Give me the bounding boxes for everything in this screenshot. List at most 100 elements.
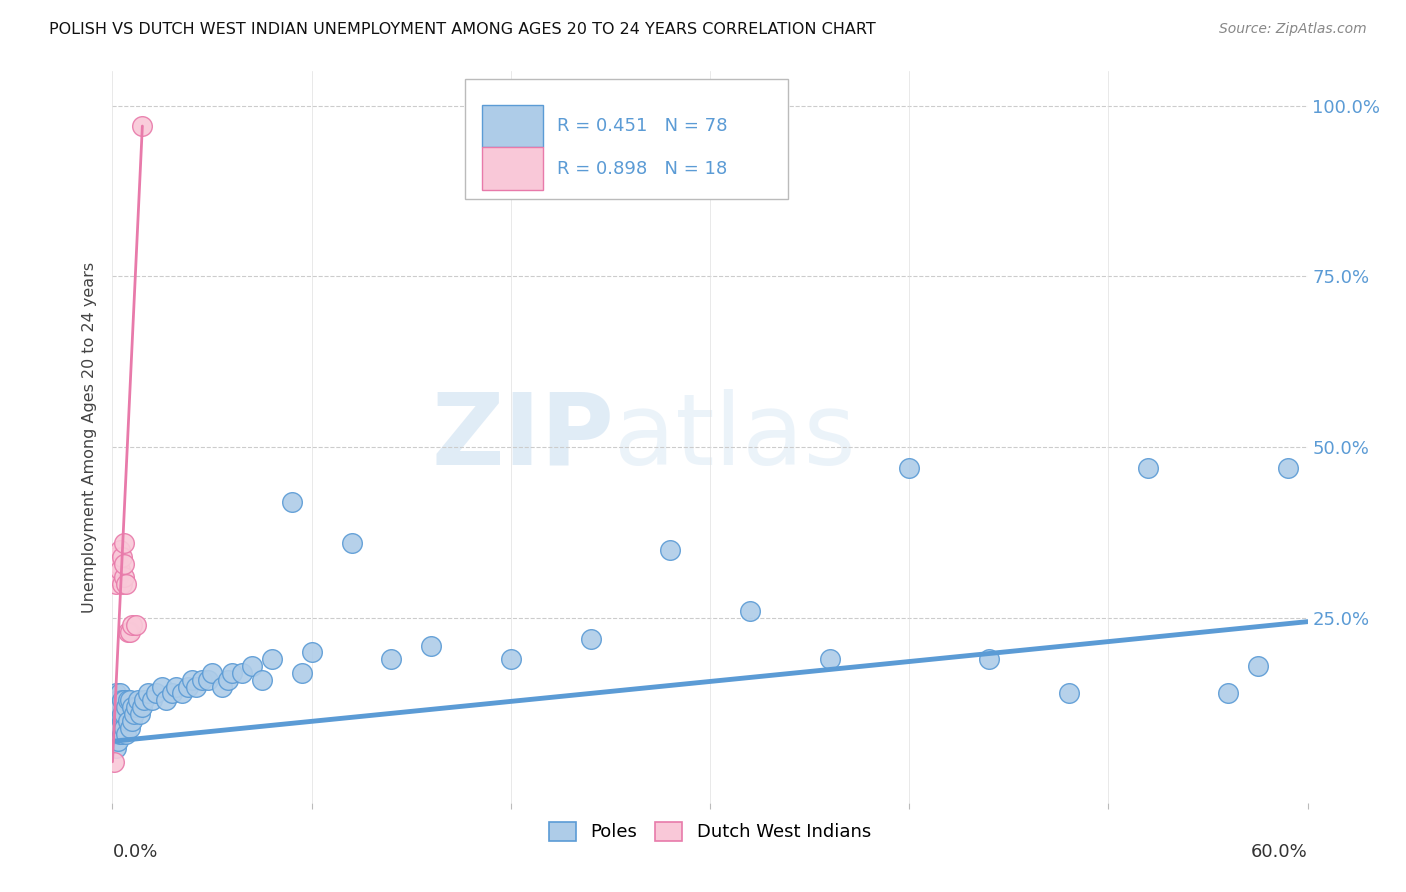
Point xyxy=(105,727,128,741)
Point xyxy=(110,700,132,714)
Point xyxy=(117,624,139,639)
Point xyxy=(1057,686,1080,700)
Point xyxy=(260,652,283,666)
Point xyxy=(111,706,134,721)
Point xyxy=(191,673,214,687)
Point xyxy=(103,700,125,714)
Point xyxy=(145,686,167,700)
Point xyxy=(105,549,128,564)
Point xyxy=(162,686,183,700)
Point xyxy=(111,727,134,741)
Point xyxy=(110,686,132,700)
Point xyxy=(107,557,129,571)
Point xyxy=(211,680,233,694)
Point xyxy=(120,721,142,735)
Point xyxy=(134,693,156,707)
Point xyxy=(120,624,142,639)
Point xyxy=(131,119,153,133)
Point xyxy=(738,604,761,618)
Point xyxy=(217,673,239,687)
Text: POLISH VS DUTCH WEST INDIAN UNEMPLOYMENT AMONG AGES 20 TO 24 YEARS CORRELATION C: POLISH VS DUTCH WEST INDIAN UNEMPLOYMENT… xyxy=(49,22,876,37)
Text: 60.0%: 60.0% xyxy=(1251,843,1308,861)
Point xyxy=(117,693,139,707)
Point xyxy=(1216,686,1239,700)
Text: atlas: atlas xyxy=(614,389,856,485)
Point xyxy=(107,700,129,714)
Point xyxy=(579,632,602,646)
Y-axis label: Unemployment Among Ages 20 to 24 years: Unemployment Among Ages 20 to 24 years xyxy=(82,261,97,613)
Point xyxy=(129,706,152,721)
Point xyxy=(114,706,135,721)
Point xyxy=(105,700,128,714)
Point xyxy=(110,706,132,721)
Point xyxy=(121,714,143,728)
Point xyxy=(127,693,149,707)
Point xyxy=(114,721,135,735)
Point xyxy=(291,665,314,680)
Point xyxy=(105,741,128,756)
Text: 0.0%: 0.0% xyxy=(112,843,157,861)
Point xyxy=(250,673,273,687)
Point xyxy=(111,693,134,707)
Point xyxy=(111,577,134,591)
Point xyxy=(114,693,135,707)
Point xyxy=(186,680,208,694)
Point xyxy=(110,721,132,735)
Point xyxy=(420,639,443,653)
Point xyxy=(240,659,263,673)
Point xyxy=(1137,460,1160,475)
Point xyxy=(125,700,148,714)
Point xyxy=(111,714,134,728)
Point xyxy=(105,577,128,591)
Point xyxy=(201,665,224,680)
Text: ZIP: ZIP xyxy=(432,389,614,485)
Point xyxy=(107,570,129,584)
Point xyxy=(231,665,253,680)
Point xyxy=(221,665,243,680)
Point xyxy=(181,673,204,687)
FancyBboxPatch shape xyxy=(482,147,543,190)
Point xyxy=(380,652,402,666)
Point xyxy=(121,618,143,632)
Point xyxy=(103,755,125,769)
Point xyxy=(105,714,128,728)
Point xyxy=(107,693,129,707)
Point xyxy=(977,652,1000,666)
Point xyxy=(110,563,132,577)
Point xyxy=(115,700,138,714)
Point xyxy=(115,727,138,741)
Point xyxy=(818,652,841,666)
FancyBboxPatch shape xyxy=(482,105,543,147)
Point xyxy=(114,570,135,584)
Point xyxy=(114,536,135,550)
Point xyxy=(659,542,682,557)
Point xyxy=(155,693,177,707)
Point xyxy=(121,700,143,714)
Point xyxy=(340,536,363,550)
Point xyxy=(111,549,134,564)
Point xyxy=(131,700,153,714)
Point xyxy=(107,721,129,735)
Text: R = 0.898   N = 18: R = 0.898 N = 18 xyxy=(557,160,727,178)
Point xyxy=(124,706,146,721)
Text: R = 0.451   N = 78: R = 0.451 N = 78 xyxy=(557,117,727,136)
Point xyxy=(150,680,173,694)
Point xyxy=(141,693,163,707)
Point xyxy=(172,686,194,700)
Text: Source: ZipAtlas.com: Source: ZipAtlas.com xyxy=(1219,22,1367,37)
Point xyxy=(105,686,128,700)
Point xyxy=(103,714,125,728)
Point xyxy=(125,618,148,632)
Point xyxy=(499,652,522,666)
Point xyxy=(177,680,200,694)
Point xyxy=(110,542,132,557)
Point xyxy=(107,714,129,728)
Point xyxy=(1277,460,1299,475)
Point xyxy=(103,727,125,741)
Point xyxy=(1247,659,1270,673)
Point xyxy=(117,714,139,728)
FancyBboxPatch shape xyxy=(465,78,787,200)
Point xyxy=(114,557,135,571)
Point xyxy=(301,645,323,659)
Point xyxy=(138,686,160,700)
